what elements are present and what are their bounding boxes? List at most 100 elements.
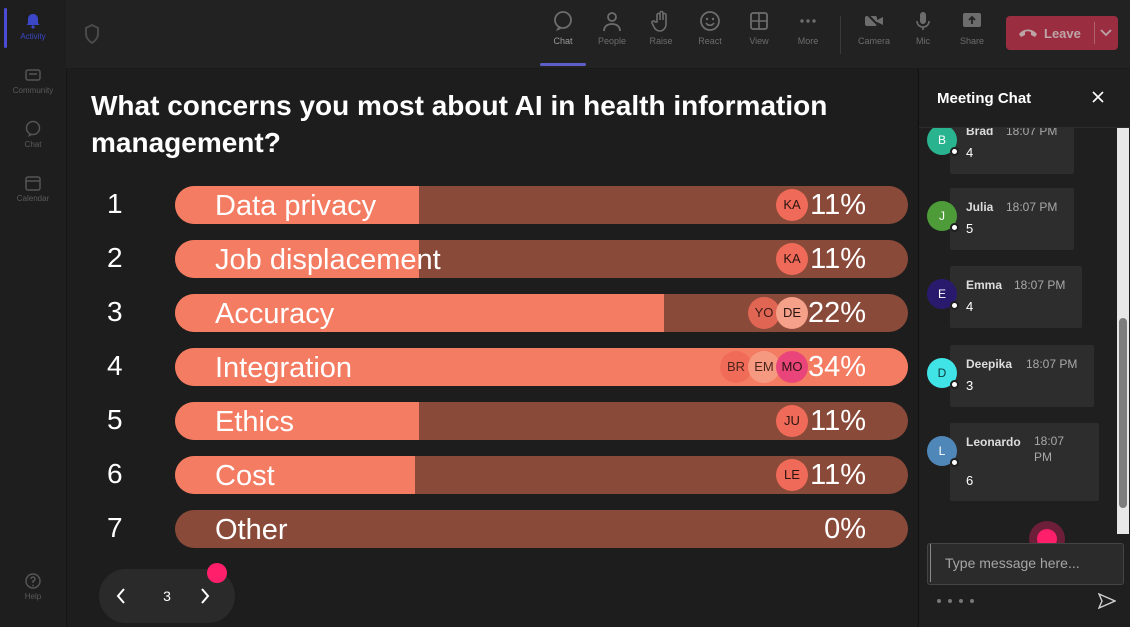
chat-avatar[interactable]: E (927, 279, 957, 309)
option-label: Integration (215, 352, 352, 385)
chat-timestamp: 18:07 PM (1006, 200, 1057, 214)
toolbar-divider (840, 16, 841, 54)
people-icon (601, 10, 623, 32)
rail-label-chat: Chat (25, 140, 42, 149)
poll-option-row: 2 Job displacement KA 11% (67, 240, 917, 278)
poll-stage: What concerns you most about AI in healt… (67, 69, 917, 627)
option-bar-fill (175, 456, 415, 494)
people-button[interactable]: People (590, 10, 634, 46)
option-bar-fill (175, 402, 419, 440)
share-icon (961, 10, 983, 32)
option-label: Cost (215, 460, 275, 493)
voter-avatar: DE (776, 297, 808, 329)
community-icon (24, 66, 42, 84)
voter-avatar: LE (776, 459, 808, 491)
chevron-left-icon[interactable] (115, 586, 127, 606)
rail-label-community: Community (13, 86, 53, 95)
chat-message-input[interactable] (930, 544, 1125, 582)
hand-icon (650, 10, 672, 32)
chat-message: Julia 18:07 PM 5 (950, 188, 1074, 250)
react-button[interactable]: React (688, 10, 732, 46)
leave-button[interactable]: Leave (1006, 16, 1118, 50)
presence-status-icon (950, 458, 959, 467)
camera-off-icon (863, 10, 885, 32)
chat-message-text: 4 (966, 145, 973, 160)
option-label: Job displacement (215, 244, 441, 277)
presence-status-icon (950, 147, 959, 156)
chat-scrollbar[interactable] (1117, 128, 1129, 534)
chat-sender-name: Brad (966, 128, 993, 138)
shield-icon (84, 24, 100, 44)
option-percentage: 22% (808, 297, 866, 330)
leave-divider (1094, 22, 1095, 44)
option-number: 7 (107, 512, 127, 544)
chat-avatar[interactable]: B (927, 128, 957, 155)
chat-message-text: 5 (966, 221, 973, 236)
raise-hand-button[interactable]: Raise (639, 10, 683, 46)
option-number: 6 (107, 458, 127, 490)
rail-item-community[interactable]: Community (0, 66, 66, 95)
poll-option-row: 3 Accuracy YO DE 22% (67, 294, 917, 332)
chat-avatar-initial: L (939, 444, 946, 458)
bell-icon (24, 12, 42, 30)
chat-sender-name: Emma (966, 278, 1002, 292)
send-icon[interactable] (1098, 593, 1116, 609)
chat-avatar[interactable]: D (927, 358, 957, 388)
chat-avatar[interactable]: J (927, 201, 957, 231)
poll-option-row: 6 Cost LE 11% (67, 456, 917, 494)
option-bar: Integration BR EM MO 34% (175, 348, 908, 386)
chat-message-text: 4 (966, 299, 973, 314)
chat-input-box (927, 543, 1124, 585)
chat-avatar-initial: B (938, 133, 946, 147)
close-icon[interactable] (1091, 90, 1105, 104)
poll-option-row: 7 Other 0% (67, 510, 917, 548)
chevron-right-icon[interactable] (199, 586, 211, 606)
chat-sender-name: Julia (966, 200, 993, 214)
more-icon (797, 10, 819, 32)
rail-item-chat[interactable]: Chat (0, 120, 66, 149)
poll-option-row: 5 Ethics JU 11% (67, 402, 917, 440)
chat-sender-name: Leonardo (966, 435, 1021, 449)
meeting-toolbar: Chat People Raise React View More Camera… (66, 0, 1130, 69)
option-number: 3 (107, 296, 127, 328)
poll-option-row: 4 Integration BR EM MO 34% (67, 348, 917, 386)
option-percentage: 11% (810, 243, 866, 276)
share-button[interactable]: Share (950, 10, 994, 46)
option-percentage: 0% (824, 513, 866, 546)
mic-label: Mic (916, 36, 930, 46)
chat-avatar[interactable]: L (927, 436, 957, 466)
raise-label: Raise (649, 36, 672, 46)
chat-timestamp: 18:07 PM (1014, 278, 1065, 292)
poll-question: What concerns you most about AI in healt… (91, 87, 911, 161)
chat-timestamp: 18:07 PM (1006, 128, 1057, 138)
chat-avatar-initial: D (938, 366, 947, 380)
rail-item-help[interactable]: Help (0, 572, 66, 601)
rail-label-activity: Activity (20, 32, 45, 41)
chat-title: Meeting Chat (937, 90, 1031, 107)
rail-item-activity[interactable]: Activity (0, 12, 66, 41)
option-number: 1 (107, 188, 127, 220)
chat-message: Emma 18:07 PM 4 (950, 266, 1082, 328)
camera-label: Camera (858, 36, 890, 46)
chat-timestamp: 18:07 PM (1026, 357, 1077, 371)
more-label: More (798, 36, 819, 46)
chat-label: Chat (553, 36, 572, 46)
page-number: 3 (159, 588, 175, 604)
chat-scrollbar-thumb[interactable] (1119, 318, 1127, 508)
more-button[interactable]: More (786, 10, 830, 46)
voter-avatar: JU (776, 405, 808, 437)
chat-message: Brad 18:07 PM 4 (950, 128, 1074, 174)
option-number: 4 (107, 350, 127, 382)
view-button[interactable]: View (737, 10, 781, 46)
chevron-down-icon[interactable] (1100, 29, 1112, 37)
voter-avatar: KA (776, 243, 808, 275)
meeting-chat-panel: Meeting Chat Brad 18:07 PM 4 B Julia 18:07 PM… (918, 69, 1130, 627)
mic-button[interactable]: Mic (901, 10, 945, 46)
chat-avatar-initial: J (939, 209, 945, 223)
rail-item-calendar[interactable]: Calendar (0, 174, 66, 203)
chat-button[interactable]: Chat (541, 10, 585, 46)
option-bar: Accuracy YO DE 22% (175, 294, 908, 332)
camera-button[interactable]: Camera (852, 10, 896, 46)
format-tools-icon[interactable] (935, 597, 981, 605)
help-icon (24, 572, 42, 590)
